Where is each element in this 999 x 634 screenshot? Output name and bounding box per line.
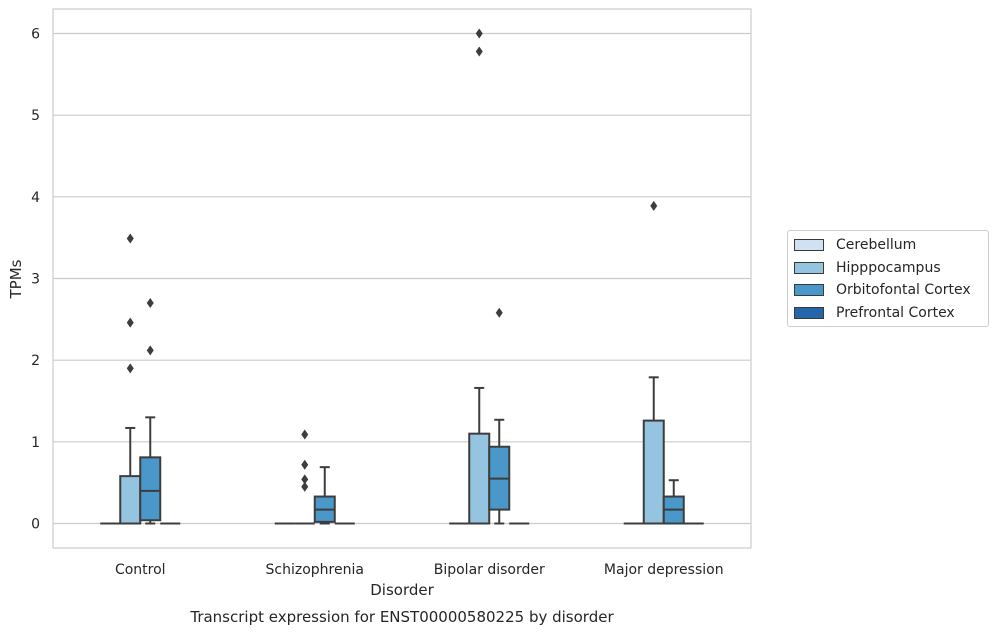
outlier-point — [475, 28, 483, 39]
y-tick-label: 2 — [31, 353, 40, 369]
legend-swatch-prefrontal — [794, 307, 824, 319]
outlier-point — [126, 317, 134, 328]
y-tick-label: 1 — [31, 435, 40, 451]
box-marks — [100, 28, 704, 525]
x-axis-ticks: Control Schizophrenia Bipolar disorder Majo… — [115, 562, 724, 578]
outlier-point — [146, 345, 154, 356]
y-tick-label: 4 — [31, 190, 40, 206]
legend-label-hippocampus: Hipppocampus — [836, 260, 941, 276]
legend-swatch-orbitofrontal — [794, 284, 824, 296]
outlier-point — [301, 459, 309, 470]
y-tick-label: 6 — [31, 27, 40, 43]
legend-label-orbitofrontal: Orbitofontal Cortex — [836, 282, 971, 298]
x-tick-label: Major depression — [604, 562, 724, 578]
plot-frame — [52, 8, 752, 549]
box-1-0 — [119, 233, 142, 525]
box-1-3 — [642, 200, 665, 525]
x-tick-label: Bipolar disorder — [434, 562, 545, 578]
y-tick-label: 5 — [31, 108, 40, 124]
x-tick-label: Control — [115, 562, 166, 578]
legend-swatch-hippocampus — [794, 262, 824, 274]
legend-label-cerebellum: Cerebellum — [836, 237, 917, 253]
outlier-point — [146, 298, 154, 308]
box-2-0 — [139, 298, 162, 525]
x-tick-label: Schizophrenia — [266, 562, 364, 578]
legend: Cerebellum Hipppocampus Orbitofontal Cor… — [787, 230, 989, 327]
outlier-point — [301, 481, 309, 492]
gridlines — [53, 32, 751, 525]
outlier-point — [301, 474, 309, 485]
box-2-2 — [488, 307, 511, 525]
box-1-2 — [468, 28, 491, 525]
box-2-3 — [662, 479, 685, 525]
legend-item-orbitofrontal: Orbitofontal Cortex — [794, 280, 971, 300]
box-iqr — [468, 432, 491, 525]
y-tick-label: 3 — [31, 272, 40, 288]
outlier-point — [126, 363, 134, 374]
box-2-1 — [313, 466, 336, 525]
legend-swatch-cerebellum — [794, 239, 824, 251]
y-axis-ticks: 0 1 2 3 4 5 6 — [31, 27, 40, 533]
outlier-point — [475, 46, 483, 57]
box-iqr — [642, 419, 665, 525]
legend-item-cerebellum: Cerebellum — [794, 235, 916, 255]
legend-item-prefrontal: Prefrontal Cortex — [794, 303, 955, 323]
legend-label-prefrontal: Prefrontal Cortex — [836, 305, 955, 321]
outlier-point — [650, 200, 658, 211]
box-1-1 — [294, 429, 315, 525]
box-iqr — [139, 456, 162, 522]
outlier-point — [126, 233, 134, 244]
y-tick-label: 0 — [31, 517, 40, 533]
chart-title: Transcript expression for ENST0000058022… — [189, 608, 614, 626]
legend-item-hippocampus: Hipppocampus — [794, 258, 941, 278]
y-axis-title: TPMs — [7, 259, 25, 299]
outlier-point — [495, 307, 503, 318]
box-iqr — [119, 475, 142, 525]
x-axis-title: Disorder — [370, 581, 434, 599]
outlier-point — [301, 429, 309, 440]
